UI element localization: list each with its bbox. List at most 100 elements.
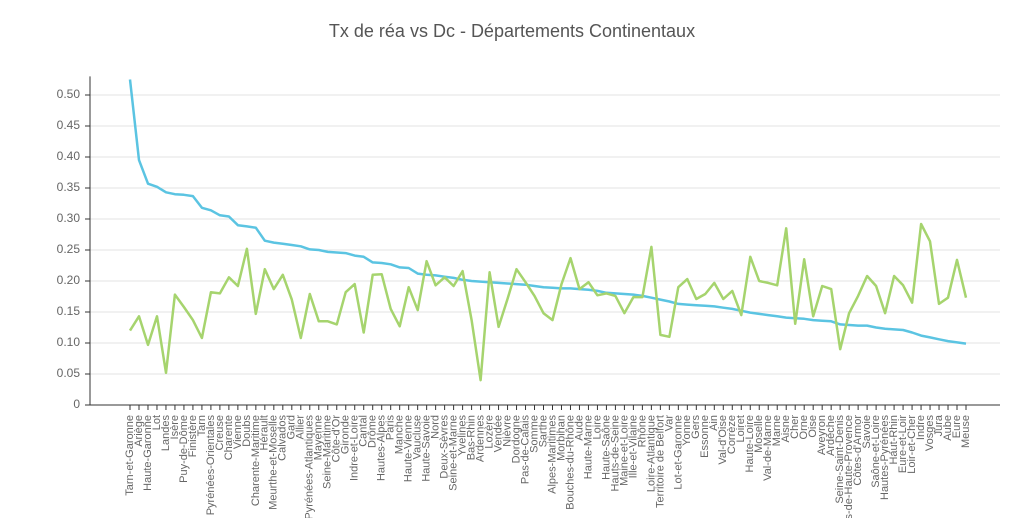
x-tick-label: Manche — [394, 415, 406, 454]
x-tick-label: Sarthe — [537, 415, 549, 447]
x-tick-label: Orne — [798, 415, 810, 439]
x-tick-label: Nord — [430, 415, 442, 439]
y-tick-label: 0.20 — [57, 273, 81, 287]
x-tick-label: Nièvre — [501, 415, 513, 447]
y-tick-label: 0.25 — [57, 242, 81, 256]
x-tick-label: Bouches-du-Rhône — [564, 415, 576, 510]
y-tick-label: 0.15 — [57, 304, 81, 318]
x-tick-label: Haute-Vienne — [403, 415, 415, 482]
x-tick-label: Indre — [915, 415, 927, 440]
x-tick-label: Seine-Saint-Denis — [834, 415, 846, 504]
x-tick-label: Paris — [385, 415, 397, 441]
x-tick-label: Haute-Garonne — [142, 415, 154, 491]
x-tick-label: Landes — [160, 415, 172, 452]
x-tick-label: Yvelines — [457, 415, 469, 456]
x-tick-label: Eure — [951, 415, 963, 438]
x-tick-label: Ardennes — [474, 415, 486, 463]
x-tick-label: Haute-Savoie — [421, 415, 433, 482]
x-tick-label: Moselle — [753, 415, 765, 453]
x-tick-label: Drôme — [367, 415, 379, 448]
x-tick-label: Dordogne — [510, 415, 522, 463]
x-tick-label: Oise — [807, 415, 819, 438]
x-tick-label: Vaucluse — [412, 415, 424, 459]
line-series — [128, 79, 967, 345]
y-tick-label: 0.05 — [57, 366, 81, 380]
x-tick-label: Meuse — [960, 415, 972, 448]
x-tick-label: Vosges — [924, 415, 936, 452]
x-tick-label: Gers — [690, 415, 702, 439]
x-tick-label: Hautes-Pyrénées — [879, 415, 891, 500]
x-tick-label: Vendée — [492, 415, 504, 452]
x-tick-label: Hautes-Alpes — [376, 415, 388, 482]
x-tick-label: Aude — [573, 415, 585, 441]
x-tick-label: Mayenne — [313, 415, 325, 460]
x-tick-label: Côte-d'Or — [331, 415, 343, 463]
x-tick-label: Aisne — [780, 415, 792, 443]
x-tick-label: Puy-de-Dôme — [178, 415, 190, 483]
y-tick-label: 0.50 — [57, 87, 81, 101]
x-tick-label: Yonne — [681, 415, 693, 446]
x-tick-label: Savoie — [861, 415, 873, 449]
x-tick-label: Tarn — [196, 415, 208, 436]
x-tick-label: Creuse — [214, 415, 226, 450]
x-tick-label: Territoire de Belfort — [654, 415, 666, 508]
x-tick-label: Pyrénées-Atlantiques — [304, 415, 316, 518]
x-tick-label: Haut-Rhin — [888, 415, 900, 465]
x-tick-label: Haute-Loire — [744, 415, 756, 472]
x-tick-label: Loir-et-Cher — [906, 415, 918, 474]
x-tick-label: Bas-Rhin — [465, 415, 477, 460]
x-tick-label: Morbihan — [555, 415, 567, 461]
x-tick-label: Pyrénées-Orientales — [205, 415, 217, 516]
x-tick-label: Hauts-de-Seine — [609, 415, 621, 491]
x-tick-label: Allier — [295, 415, 307, 440]
x-tick-label: Haute-Saône — [600, 415, 612, 480]
x-tick-label: Hérault — [259, 415, 271, 450]
x-tick-label: Lot-et-Garonne — [672, 415, 684, 490]
x-tick-label: Cantal — [358, 415, 370, 447]
y-tick-label: 0.45 — [57, 118, 81, 132]
x-tick-label: Alpes-Maritimes — [546, 415, 558, 494]
line-series — [128, 222, 968, 382]
x-tick-label: Seine-et-Marne — [448, 415, 460, 491]
x-tick-label: Somme — [528, 415, 540, 453]
x-tick-label: Val-d'Oise — [717, 415, 729, 465]
x-tick-label: Loire — [591, 415, 603, 439]
x-tick-label: Tarn-et-Garonne — [124, 415, 136, 496]
x-tick-label: Côtes-d'Armor — [852, 415, 864, 486]
x-tick-label: Val-de-Marne — [762, 415, 774, 481]
x-tick-label: Aube — [942, 415, 954, 441]
x-tick-label: Ille-et-Vilaine — [627, 415, 639, 478]
x-tick-label: Doubs — [241, 415, 253, 447]
x-tick-label: Finistère — [187, 415, 199, 457]
x-tick-label: Vienne — [232, 415, 244, 449]
x-tick-label: Essonne — [699, 415, 711, 458]
x-tick-label: Indre-et-Loire — [349, 415, 361, 481]
x-tick-label: Ain — [708, 415, 720, 431]
x-tick-label: Eure-et-Loir — [897, 415, 909, 473]
x-tick-label: Corrèze — [726, 415, 738, 454]
y-tick-label: 0.30 — [57, 211, 81, 225]
y-tick-label: 0.10 — [57, 335, 81, 349]
x-tick-label: Marne — [771, 415, 783, 446]
x-tick-label: Haute-Marne — [582, 415, 594, 479]
y-tick-label: 0.40 — [57, 149, 81, 163]
x-tick-label: Loire-Atlantique — [645, 415, 657, 492]
x-tick-label: Pas-de-Calais — [519, 415, 531, 485]
x-tick-label: Calvados — [277, 415, 289, 461]
chart-title: Tx de réa vs Dc - Départements Continent… — [329, 21, 695, 41]
x-tick-label: Lozère — [483, 415, 495, 449]
x-tick-label: Alpes-de-Haute-Provence — [843, 415, 855, 518]
x-tick-label: Isère — [169, 415, 181, 439]
x-tick-label: Seine-Maritime — [322, 415, 334, 489]
x-tick-label: Aveyron — [816, 415, 828, 455]
x-tick-label: Var — [663, 415, 675, 432]
x-tick-label: Charente-Maritime — [250, 415, 262, 506]
x-tick-label: Lot — [151, 415, 163, 430]
x-tick-label: Ardèche — [825, 415, 837, 456]
x-tick-label: Gard — [286, 415, 298, 439]
x-tick-label: Loiret — [735, 415, 747, 443]
y-tick-label: 0 — [73, 397, 80, 411]
x-tick-label: Deux-Sèvres — [439, 415, 451, 479]
